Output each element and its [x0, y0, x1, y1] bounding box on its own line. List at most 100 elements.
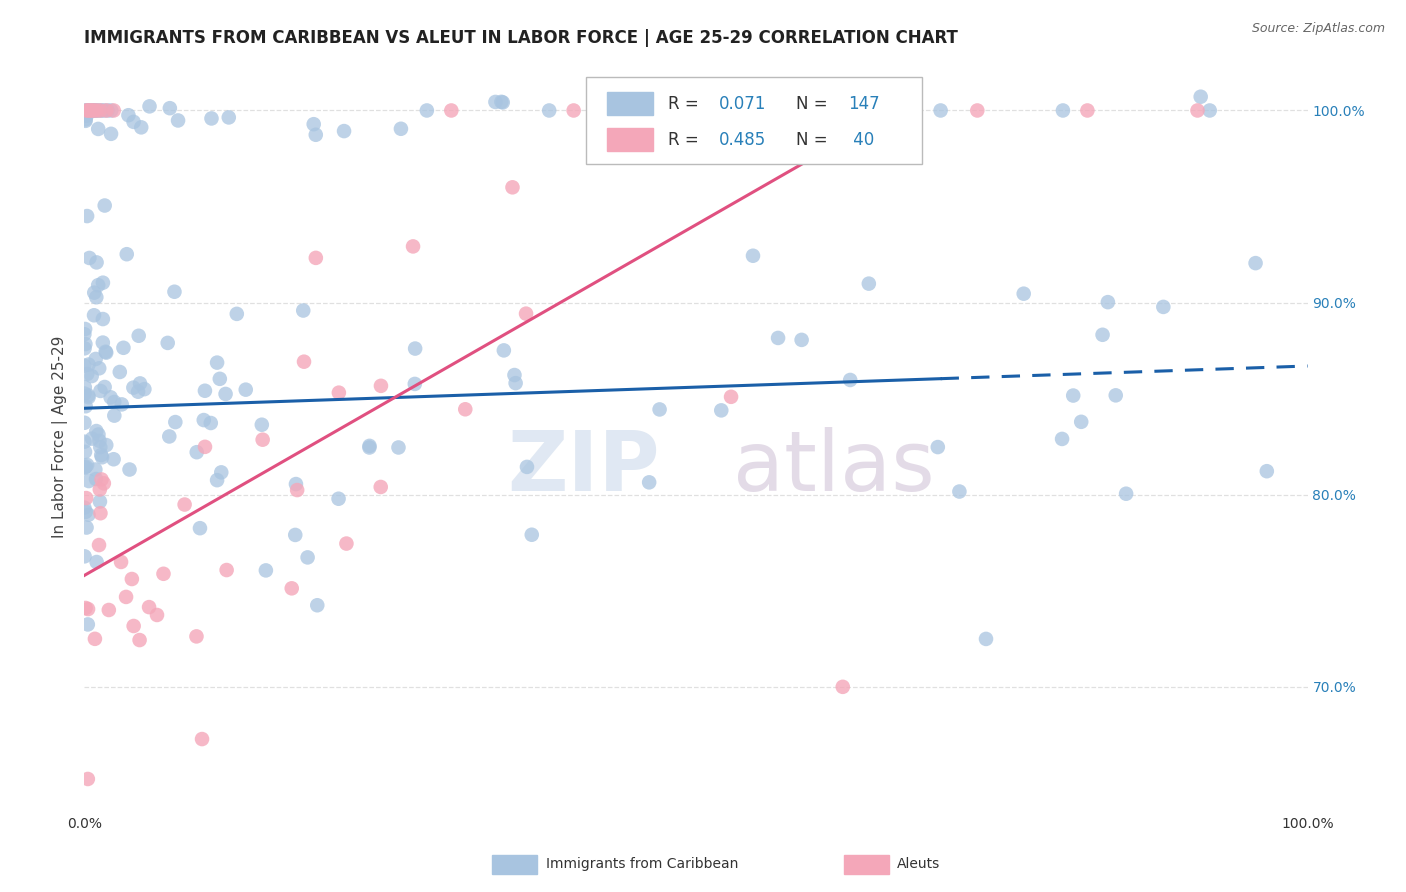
Point: [80, 369, 103, 384]
Point: [538, 103, 561, 118]
Point: [77, 358, 100, 372]
Point: [89, 440, 111, 454]
Point: [76, 209, 98, 223]
Point: [491, 95, 513, 109]
Point: [292, 354, 315, 368]
Point: [159, 101, 181, 115]
Point: [73, 500, 96, 515]
Point: [80, 432, 103, 446]
Point: [77, 474, 100, 488]
Point: [75, 322, 97, 336]
Point: [86, 555, 108, 569]
Point: [165, 415, 187, 429]
Point: [91, 335, 114, 350]
Text: R =: R =: [668, 130, 704, 149]
Point: [1244, 256, 1267, 270]
Point: [720, 390, 742, 404]
Point: [370, 379, 392, 393]
Point: [122, 619, 145, 633]
Point: [86, 424, 108, 438]
Point: [1052, 103, 1074, 118]
Point: [83, 308, 105, 322]
Point: [75, 491, 97, 505]
Point: [948, 484, 970, 499]
Point: [93, 103, 115, 118]
Point: [562, 103, 585, 118]
Point: [186, 445, 208, 459]
Point: [157, 429, 180, 443]
Point: [96, 345, 118, 359]
Point: [280, 582, 302, 596]
Point: [73, 444, 96, 458]
Point: [454, 402, 477, 417]
Point: [90, 103, 112, 118]
Point: [215, 563, 238, 577]
Point: [128, 633, 150, 648]
Point: [205, 356, 228, 370]
Point: [966, 103, 988, 118]
Point: [91, 312, 114, 326]
Point: [86, 103, 108, 118]
Point: [974, 632, 997, 646]
Point: [111, 397, 134, 411]
Point: [194, 384, 217, 398]
Point: [100, 390, 122, 404]
Point: [638, 475, 661, 490]
Point: [82, 103, 104, 118]
Point: [205, 473, 228, 487]
Point: [328, 491, 350, 506]
Point: [927, 440, 949, 454]
Point: [200, 416, 222, 430]
Text: 147: 147: [848, 95, 879, 112]
Point: [100, 103, 122, 118]
Point: [1198, 103, 1220, 118]
Point: [492, 95, 515, 110]
Point: [73, 386, 96, 401]
Point: [77, 508, 100, 522]
Point: [75, 112, 97, 127]
Point: [115, 247, 138, 261]
Point: [200, 112, 222, 126]
Point: [122, 381, 145, 395]
Point: [766, 331, 789, 345]
Point: [73, 342, 96, 356]
Bar: [606, 128, 654, 151]
Point: [103, 103, 125, 118]
Point: [129, 120, 152, 135]
Point: [103, 452, 125, 467]
Point: [156, 335, 179, 350]
Point: [83, 285, 105, 300]
Point: [77, 390, 100, 404]
Point: [1115, 487, 1137, 501]
Point: [75, 459, 97, 474]
Point: [839, 373, 862, 387]
Text: Source: ZipAtlas.com: Source: ZipAtlas.com: [1251, 22, 1385, 36]
Point: [191, 732, 214, 747]
Text: 40: 40: [848, 130, 875, 149]
Point: [77, 602, 100, 616]
Point: [250, 417, 273, 432]
Point: [335, 536, 357, 550]
Point: [208, 372, 231, 386]
Point: [115, 590, 138, 604]
Point: [502, 180, 524, 194]
Point: [76, 772, 98, 786]
Point: [97, 103, 120, 118]
Point: [1097, 295, 1119, 310]
Point: [520, 527, 543, 541]
Point: [89, 483, 111, 497]
Point: [73, 327, 96, 342]
Point: [80, 103, 103, 118]
Point: [73, 359, 96, 373]
Point: [73, 460, 96, 475]
Point: [1091, 327, 1114, 342]
Point: [193, 413, 215, 427]
Point: [84, 632, 107, 646]
Point: [402, 239, 425, 253]
Point: [103, 409, 125, 423]
Point: [783, 103, 806, 118]
Point: [163, 285, 186, 299]
Point: [79, 251, 101, 265]
Text: Aleuts: Aleuts: [897, 857, 941, 871]
Point: [118, 462, 141, 476]
